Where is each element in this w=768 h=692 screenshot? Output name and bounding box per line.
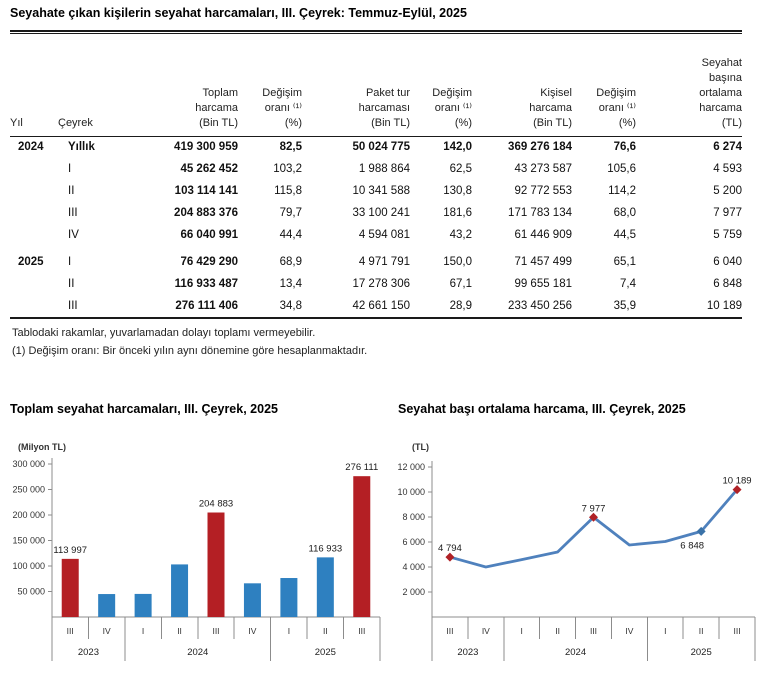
x-quarter-label: II [323,626,328,636]
y-tick-label: 150 000 [12,536,45,546]
bar-2024-IV [243,583,261,617]
data-label: 204 883 [199,499,233,510]
bar-2023-IV [98,594,116,617]
col-header-degisim-2: Değişim oranı ⁽¹⁾ (%) [410,36,472,137]
y-tick-label: 50 000 [17,587,45,597]
x-quarter-label: I [521,626,523,636]
y-tick-label: 300 000 [12,459,45,469]
data-label: 113 997 [53,545,87,556]
col-header-degisim-1: Değişim oranı ⁽¹⁾ (%) [238,36,302,137]
trend-line [448,488,739,569]
col-header-kisisel: Kişisel harcama (Bin TL) [472,36,572,137]
col-header-degisim-3: Değişim oranı ⁽¹⁾ (%) [572,36,636,137]
x-quarter-label: III [590,626,597,636]
bar-chart-title: Toplam seyahat harcamaları, III. Çeyrek,… [10,402,278,416]
bar-2025-I [280,578,298,617]
y-tick-label: 4 000 [402,562,425,572]
data-label: 276 111 [345,462,378,473]
line-chart-unit-label: (TL) [412,442,429,452]
bar-2025-II [316,557,334,617]
x-quarter-label: II [555,626,560,636]
line-chart-title: Seyahat başı ortalama harcama, III. Çeyr… [398,402,686,416]
x-quarter-label: III [212,626,219,636]
table-row-2025-q1: 2025 I 76 429 290 68,9 4 971 791 150,0 7… [18,256,742,268]
col-header-toplam-harcama: Toplam harcama (Bin TL) [120,36,238,137]
x-quarter-label: I [664,626,666,636]
data-label: 4 794 [438,543,462,554]
x-quarter-label: I [288,626,290,636]
table-row-2025-q3: III 276 111 406 34,8 42 661 150 28,9 233… [68,300,742,312]
bar-chart-plot: 50 000 100 000 150 000 200 000 250 000 300 00… [12,458,381,661]
x-quarter-label: III [358,626,365,636]
x-year-label: 2025 [315,647,336,658]
x-year-label: 2023 [78,647,99,658]
point-2025-III [732,485,742,495]
travel-expenditure-table: Yıl Çeyrek Toplam harcama (Bin TL) Değiş… [10,36,742,317]
data-label: 6 848 [680,540,704,551]
point-2023-III [445,552,455,562]
point-2025-II [696,526,706,536]
table-row-2024-yillik: 2024 Yıllık 419 300 959 82,5 50 024 775 … [18,141,742,154]
col-header-paket-tur: Paket tur harcaması (Bin TL) [302,36,410,137]
page-title: Seyahate çıkan kişilerin seyahat harcama… [10,6,467,20]
y-tick-label: 2 000 [402,587,425,597]
x-quarter-label: III [67,626,74,636]
y-tick-label: 10 000 [398,487,425,497]
data-label: 10 189 [723,476,752,487]
y-tick-label: 200 000 [12,510,45,520]
x-quarter-label: III [734,626,741,636]
table-row-2024-q1: I 45 262 452 103,2 1 988 864 62,5 43 273… [68,163,742,175]
y-tick-label: 100 000 [12,561,45,571]
x-quarter-label: II [177,626,182,636]
data-label: 116 933 [309,543,343,554]
point-2024-III [589,512,598,522]
x-quarter-label: IV [482,626,490,636]
table-footnote-rounding: Tablodaki rakamlar, yuvarlamadan dolayı … [12,327,316,339]
x-year-label: 2024 [187,647,208,658]
line-chart-average-expenditure-per-trip: Seyahat başı ortalama harcama, III. Çeyr… [398,398,760,690]
x-quarter-label: II [699,626,704,636]
table-row-2024-q4: IV 66 040 991 44,4 4 594 081 43,2 61 446… [68,229,742,241]
bar-chart-unit-label: (Milyon TL) [18,442,66,452]
table-footnote-change-rate: (1) Değişim oranı: Bir önceki yılın aynı… [12,345,368,357]
y-tick-label: 250 000 [12,485,45,495]
bar-2025-III [353,476,371,617]
y-tick-label: 12 000 [398,462,425,472]
col-header-yil: Yıl [10,36,58,137]
y-tick-label: 8 000 [402,512,425,522]
x-quarter-label: IV [248,626,256,636]
title-divider [10,30,742,34]
table-row-2024-q3: III 204 883 376 79,7 33 100 241 181,6 17… [68,207,742,219]
x-year-label: 2024 [565,647,586,658]
x-quarter-label: IV [625,626,633,636]
col-header-ortalama: Seyahat başına ortalama harcama (TL) [636,36,742,137]
bar-2024-II [171,564,189,617]
table-row-2024-q2: II 103 114 141 115,8 10 341 588 130,8 92… [68,185,742,197]
bar-2024-III [207,512,225,617]
x-quarter-label: III [446,626,453,636]
bar-2024-I [134,593,152,617]
table-header-row: Yıl Çeyrek Toplam harcama (Bin TL) Değiş… [10,36,742,137]
bar-2023-III [61,558,79,617]
data-label: 7 977 [582,503,606,514]
x-year-label: 2025 [691,647,712,658]
table-row-2025-q2: II 116 933 487 13,4 17 278 306 67,1 99 6… [68,278,742,290]
x-quarter-label: IV [103,626,111,636]
x-year-label: 2023 [457,647,478,658]
bar-chart-total-travel-expenditures: Toplam seyahat harcamaları, III. Çeyrek,… [10,398,382,690]
y-tick-label: 6 000 [402,537,425,547]
col-header-ceyrek: Çeyrek [58,36,120,137]
x-quarter-label: I [142,626,144,636]
travel-expenditure-table-wrap: Yıl Çeyrek Toplam harcama (Bin TL) Değiş… [10,36,742,319]
